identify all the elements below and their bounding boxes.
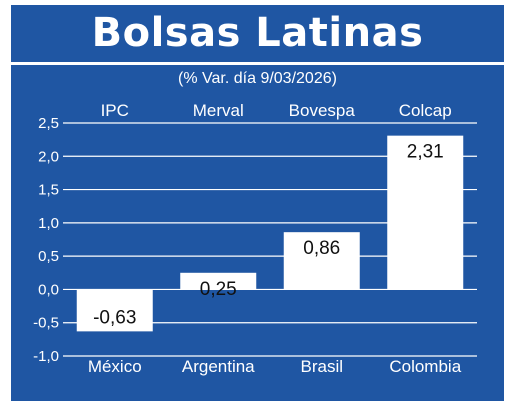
y-tick-label: 1,0: [38, 215, 59, 232]
bar-value-label: 0,25: [200, 279, 237, 300]
index-name-label: Bovespa: [289, 101, 356, 120]
y-tick-label: 2,0: [38, 148, 59, 165]
bar: [387, 135, 464, 290]
title-divider: [11, 62, 504, 65]
index-labels: IPC Merval Bovespa Colcap: [101, 101, 452, 120]
value-labels: -0,63 0,25 0,86 2,31: [93, 142, 444, 329]
category-label: México: [88, 357, 142, 376]
y-tick-label: -1,0: [33, 348, 59, 365]
bar-value-label: -0,63: [93, 307, 136, 328]
bar-value-label: 0,86: [303, 238, 340, 259]
bar: [180, 272, 257, 290]
chart-frame: Bolsas Latinas (% Var. día 9/03/2026) 2,…: [11, 5, 504, 401]
category-label: Argentina: [182, 357, 255, 376]
chart-title: Bolsas Latinas: [91, 10, 424, 56]
y-tick-label: 0,0: [38, 281, 59, 298]
bar: [76, 289, 153, 332]
category-label: Colombia: [389, 357, 461, 376]
bar-value-label: 2,31: [407, 142, 444, 163]
bar-chart: 2,5 2,0 1,5 1,0 0,5 0,0 -0,5 -1,0 IPC Merval Bove…: [33, 101, 477, 376]
y-axis-ticks: 2,5 2,0 1,5 1,0 0,5 0,0 -0,5 -1,0: [33, 115, 59, 365]
bar: [283, 232, 360, 290]
bars: [76, 135, 464, 332]
y-tick-label: 0,5: [38, 248, 59, 265]
index-name-label: IPC: [101, 101, 129, 120]
category-labels: México Argentina Brasil Colombia: [88, 357, 462, 376]
index-name-label: Merval: [193, 101, 244, 120]
index-name-label: Colcap: [399, 101, 452, 120]
category-label: Brasil: [300, 357, 343, 376]
y-tick-label: 2,5: [38, 115, 59, 132]
y-tick-label: 1,5: [38, 182, 59, 199]
chart-subtitle: (% Var. día 9/03/2026): [178, 70, 337, 87]
y-tick-label: -0,5: [33, 315, 59, 332]
